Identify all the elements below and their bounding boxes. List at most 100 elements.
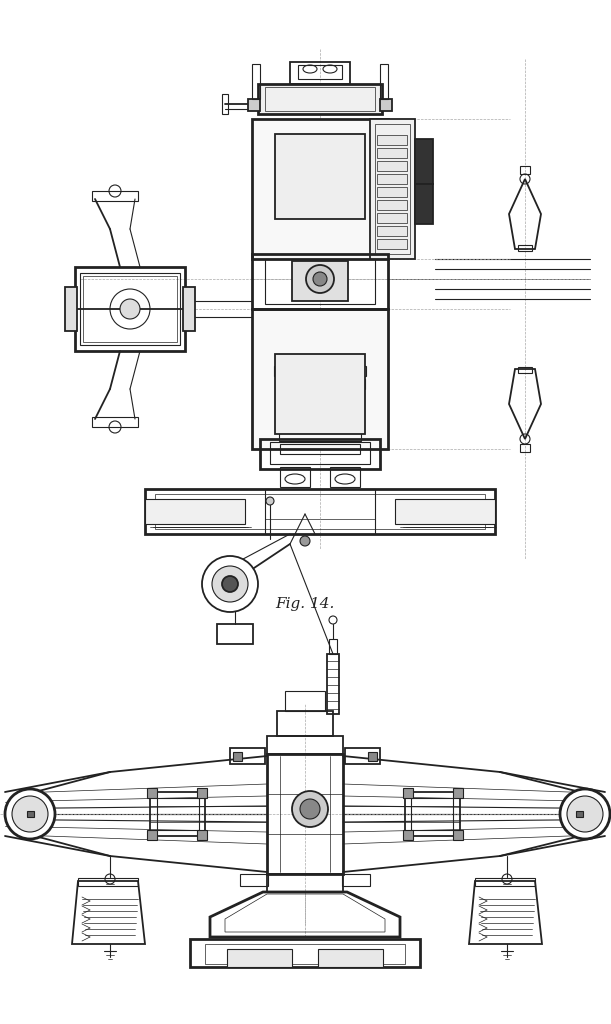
- Bar: [260, 439, 380, 469]
- Bar: [377, 187, 407, 197]
- Bar: [155, 494, 485, 529]
- Bar: [227, 949, 292, 967]
- Bar: [377, 213, 407, 223]
- Bar: [276, 247, 364, 257]
- Bar: [157, 798, 199, 830]
- Bar: [277, 711, 333, 736]
- Bar: [27, 811, 34, 817]
- Bar: [576, 811, 583, 817]
- Bar: [405, 792, 460, 836]
- Circle shape: [202, 556, 258, 612]
- Circle shape: [313, 272, 327, 286]
- Bar: [377, 135, 407, 145]
- Bar: [75, 267, 185, 351]
- Bar: [377, 174, 407, 184]
- Bar: [377, 200, 407, 210]
- Bar: [267, 874, 343, 892]
- Bar: [230, 748, 265, 764]
- Bar: [292, 261, 348, 301]
- Circle shape: [300, 536, 310, 546]
- Circle shape: [120, 299, 140, 319]
- Text: Fig. 14.: Fig. 14.: [276, 597, 335, 611]
- Bar: [252, 254, 388, 309]
- Bar: [520, 166, 530, 174]
- Bar: [368, 752, 377, 761]
- Bar: [78, 878, 138, 886]
- Bar: [285, 691, 325, 711]
- Bar: [278, 219, 362, 229]
- Bar: [279, 431, 361, 441]
- Bar: [217, 624, 253, 644]
- Bar: [150, 792, 205, 836]
- Bar: [411, 798, 453, 830]
- Bar: [197, 830, 207, 840]
- Bar: [282, 163, 358, 173]
- Bar: [345, 748, 380, 764]
- Bar: [377, 148, 407, 158]
- Bar: [278, 418, 362, 428]
- Bar: [183, 287, 195, 331]
- Bar: [276, 392, 364, 402]
- Bar: [83, 276, 177, 342]
- Bar: [281, 177, 359, 187]
- Bar: [92, 417, 138, 427]
- Bar: [280, 191, 360, 201]
- Bar: [520, 444, 530, 452]
- Bar: [329, 639, 337, 654]
- Bar: [190, 939, 420, 967]
- Bar: [270, 442, 370, 464]
- Circle shape: [560, 790, 610, 839]
- Bar: [475, 878, 535, 886]
- Bar: [277, 233, 363, 243]
- Bar: [277, 406, 363, 415]
- Bar: [377, 161, 407, 171]
- Bar: [518, 367, 532, 373]
- Bar: [222, 94, 228, 114]
- Bar: [380, 63, 388, 99]
- Bar: [205, 944, 405, 964]
- Bar: [274, 366, 366, 376]
- Bar: [80, 273, 180, 345]
- Bar: [380, 99, 392, 111]
- Bar: [92, 191, 138, 201]
- Bar: [453, 830, 463, 840]
- Bar: [377, 239, 407, 249]
- Bar: [453, 788, 463, 798]
- Bar: [415, 139, 433, 184]
- Bar: [145, 489, 495, 534]
- Bar: [252, 309, 388, 449]
- Circle shape: [567, 796, 603, 831]
- Circle shape: [300, 799, 320, 819]
- Bar: [145, 499, 245, 524]
- Bar: [415, 184, 433, 224]
- Bar: [252, 119, 388, 259]
- Bar: [518, 245, 532, 251]
- Bar: [370, 119, 415, 259]
- Bar: [375, 124, 410, 254]
- Bar: [147, 830, 157, 840]
- Bar: [275, 354, 365, 434]
- Circle shape: [222, 575, 238, 592]
- Bar: [279, 205, 361, 215]
- Circle shape: [5, 790, 55, 839]
- Bar: [290, 62, 350, 84]
- Bar: [147, 788, 157, 798]
- Bar: [252, 63, 260, 99]
- Bar: [240, 874, 268, 886]
- Bar: [342, 874, 370, 886]
- Circle shape: [266, 497, 274, 505]
- Circle shape: [306, 265, 334, 293]
- Bar: [265, 87, 375, 111]
- Bar: [265, 489, 375, 534]
- Bar: [233, 752, 242, 761]
- Bar: [403, 830, 413, 840]
- Bar: [65, 287, 77, 331]
- Bar: [298, 65, 342, 79]
- Bar: [275, 379, 365, 389]
- Bar: [258, 84, 382, 114]
- Circle shape: [292, 791, 328, 827]
- Bar: [275, 134, 365, 219]
- Bar: [283, 150, 357, 159]
- Bar: [267, 754, 343, 874]
- Bar: [248, 99, 260, 111]
